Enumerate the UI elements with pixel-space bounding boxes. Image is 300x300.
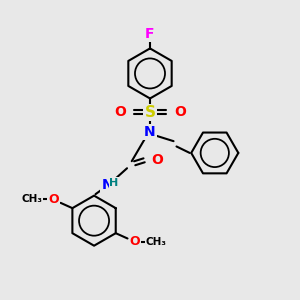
Text: CH₃: CH₃ [146,237,167,247]
Text: H: H [109,178,119,188]
Text: N: N [144,125,156,139]
Text: O: O [174,105,186,119]
Text: S: S [145,105,155,120]
Text: O: O [114,105,126,119]
Text: F: F [145,27,155,41]
Text: N: N [101,178,113,192]
Text: O: O [48,194,58,206]
Text: O: O [152,153,163,167]
Text: CH₃: CH₃ [21,194,42,204]
Text: O: O [130,235,140,248]
